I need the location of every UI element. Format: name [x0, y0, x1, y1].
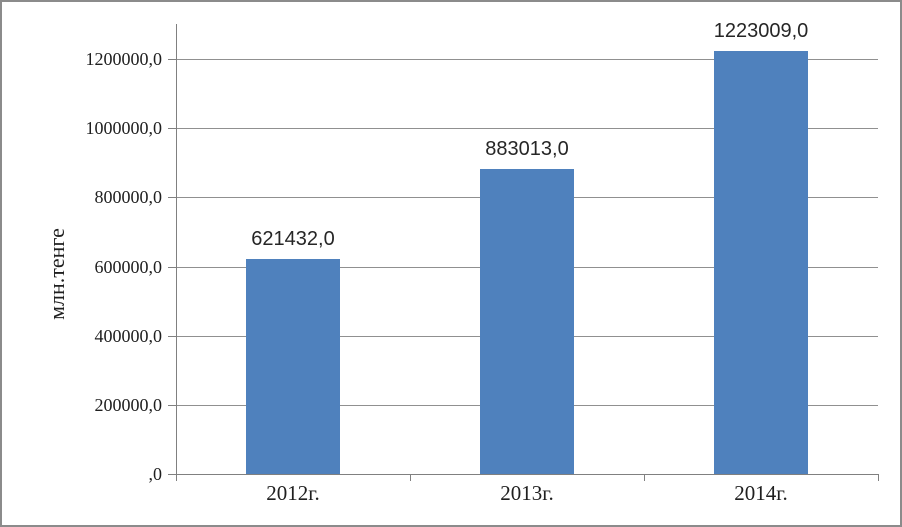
x-axis-tick	[878, 474, 879, 481]
y-axis-tick	[168, 197, 176, 198]
x-axis-tick	[410, 474, 411, 481]
bar-value-label: 1223009,0	[713, 20, 809, 42]
x-category-label: 2013г.	[500, 481, 554, 505]
y-tick-label: 1000000,0	[85, 118, 163, 138]
gridline	[176, 59, 878, 60]
y-tick-label: 1200000,0	[85, 49, 163, 69]
y-axis-tick	[168, 474, 176, 475]
bar-value-label: 621432,0	[251, 228, 335, 250]
x-axis-line	[176, 474, 879, 475]
bar-value-label: 883013,0	[485, 138, 569, 160]
x-category-label: 2014г.	[734, 481, 788, 505]
y-tick-label: ,0	[148, 464, 163, 484]
y-tick-label: 600000,0	[94, 257, 163, 277]
bar	[714, 51, 808, 474]
y-tick-label: 200000,0	[94, 395, 163, 415]
gridline	[176, 128, 878, 129]
y-axis-tick	[168, 59, 176, 60]
x-axis-tick	[644, 474, 645, 481]
x-category-label: 2012г.	[266, 481, 320, 505]
y-axis-line	[176, 24, 177, 474]
x-axis-tick	[176, 474, 177, 481]
y-axis-tick	[168, 336, 176, 337]
y-axis-tick	[168, 128, 176, 129]
y-tick-label: 800000,0	[94, 187, 163, 207]
bar	[246, 259, 340, 474]
y-axis-tick	[168, 267, 176, 268]
y-tick-label: 400000,0	[94, 326, 163, 346]
y-axis-tick	[168, 405, 176, 406]
bar	[480, 169, 574, 474]
